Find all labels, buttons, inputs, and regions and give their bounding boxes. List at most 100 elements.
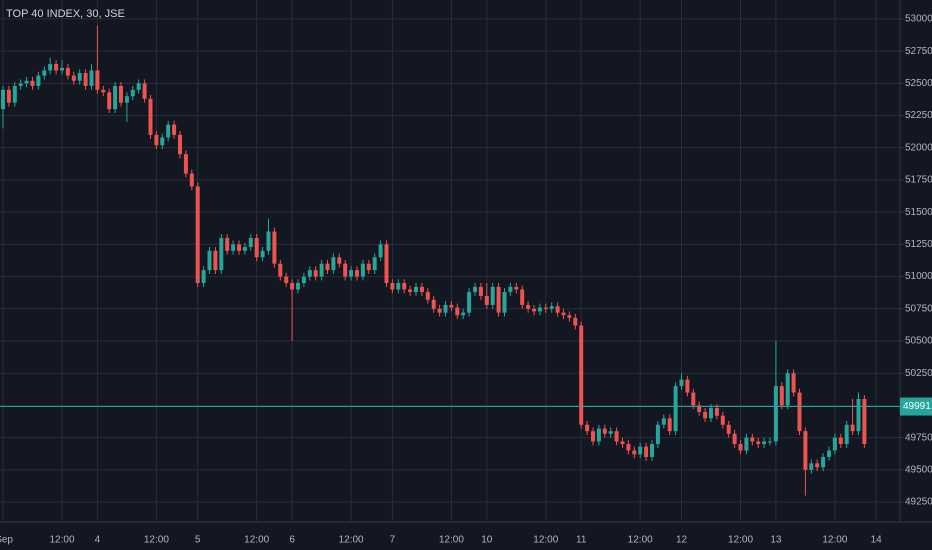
x-tick-label: 12 [676, 535, 688, 546]
x-tick-label: 14 [871, 535, 883, 546]
candles [1, 25, 867, 496]
candle-body [779, 386, 784, 406]
candle-body [337, 257, 342, 264]
candle-body [319, 263, 324, 277]
candle-body [632, 450, 637, 455]
candle-body [838, 437, 843, 445]
candle-body [113, 85, 118, 110]
candle-body [201, 270, 206, 284]
candle-body [65, 67, 70, 76]
candle-body [797, 392, 802, 432]
last-price-tag [900, 397, 932, 416]
candle-body [697, 405, 702, 412]
candle-body [42, 70, 47, 76]
candle-body [166, 124, 171, 138]
y-tick-label: 52000.00 [905, 142, 932, 153]
candle-body [24, 80, 29, 84]
candle-body [6, 89, 11, 103]
candle-body [219, 237, 224, 271]
candle-body [714, 407, 719, 416]
candle-body [54, 64, 59, 71]
candle-body [248, 237, 253, 247]
candle-body [189, 173, 194, 187]
candle-body [567, 315, 572, 318]
candle-body [124, 96, 129, 103]
candle-body [313, 270, 318, 277]
x-tick-label: 12:00 [339, 535, 364, 546]
candle-body [48, 64, 53, 71]
candle-body [520, 289, 525, 305]
candle-body [691, 392, 696, 406]
candle-body [768, 441, 772, 443]
candle-body [425, 292, 430, 300]
candle-body [478, 286, 483, 296]
overlay: 49250.0049500.0049750.0050000.0050250.00… [0, 14, 932, 546]
candle-body [620, 441, 625, 445]
candle-body [785, 373, 790, 406]
y-tick-label: 53000.00 [905, 14, 932, 25]
candle-body [738, 444, 743, 451]
candle-body [726, 424, 731, 434]
candle-body [449, 304, 454, 308]
candle-body [549, 306, 554, 309]
candle-body [390, 283, 395, 290]
candle-body [18, 83, 23, 86]
y-tick-label: 49500.00 [905, 464, 932, 475]
candle-body [756, 441, 761, 445]
candle-body [496, 286, 501, 313]
candle-body [602, 428, 607, 434]
candle-body [408, 289, 413, 293]
y-tick-label: 51750.00 [905, 175, 932, 186]
candle-body [821, 456, 826, 468]
candle-body [154, 134, 159, 146]
candle-body [703, 411, 708, 419]
candle-body [331, 257, 336, 271]
candle-body [260, 250, 265, 258]
y-tick-label: 51000.00 [905, 271, 932, 282]
candle-body [71, 75, 76, 81]
x-tick-label: 4 [95, 535, 101, 546]
y-tick-label: 52500.00 [905, 78, 932, 89]
x-tick-label: 7 [390, 535, 396, 546]
candle-body [543, 307, 548, 309]
candle-body [762, 441, 767, 445]
candle-body [136, 83, 141, 90]
x-tick-label: 12:00 [144, 535, 169, 546]
candle-body [178, 134, 182, 155]
x-tick-label: 12:00 [49, 535, 74, 546]
candle-body [832, 437, 837, 451]
candle-body [301, 276, 306, 284]
y-tick-label: 50750.00 [905, 303, 932, 314]
candle-body [83, 73, 88, 86]
x-tick-label: 10 [481, 535, 493, 546]
candle-body [709, 407, 713, 419]
candle-body [148, 98, 153, 135]
candle-body [431, 299, 436, 309]
y-tick-label: 50500.00 [905, 336, 932, 347]
candle-body [461, 312, 466, 316]
candle-body [30, 80, 35, 86]
candle-body [561, 312, 566, 316]
candle-body [856, 398, 861, 432]
candle-body [661, 418, 666, 425]
candle-body [130, 89, 135, 97]
candle-body [355, 270, 359, 277]
x-tick-label: 12:00 [439, 535, 464, 546]
candle-body [296, 283, 300, 290]
y-tick-label: 50250.00 [905, 368, 932, 379]
candle-body [502, 292, 507, 313]
candle-body [142, 83, 147, 99]
candle-body [638, 446, 643, 455]
candle-body [490, 286, 495, 305]
candle-body [667, 418, 672, 432]
candle-body [101, 89, 106, 93]
candle-body [573, 317, 578, 326]
y-tick-label: 51250.00 [905, 239, 932, 250]
candle-body [827, 450, 831, 457]
last-price-label: 49991.17 [903, 401, 932, 412]
candle-body [272, 231, 277, 264]
candle-body [366, 263, 371, 271]
candle-body [862, 398, 867, 445]
